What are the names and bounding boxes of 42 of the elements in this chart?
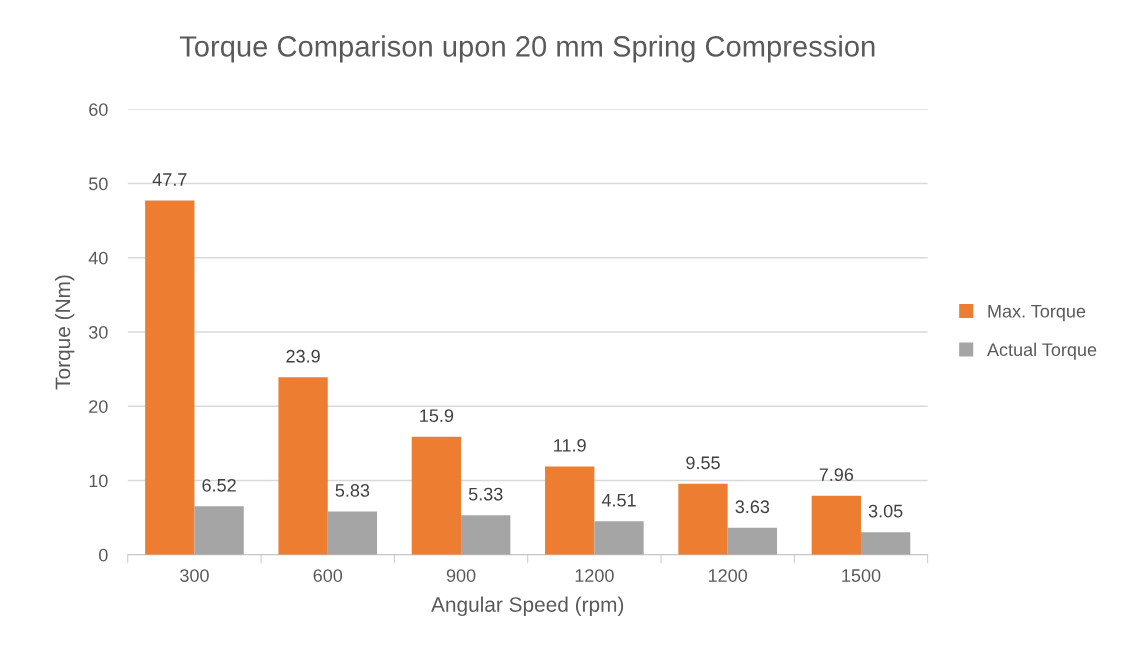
data-label: 11.9: [554, 438, 586, 452]
x-tick-label: 300: [180, 569, 209, 582]
x-tick-label: 1500: [842, 569, 881, 582]
bar: [194, 506, 244, 555]
bar: [145, 200, 195, 555]
x-axis-title: Angular Speed (rpm): [431, 596, 624, 617]
data-label: 3.05: [868, 504, 903, 518]
data-label: 5.83: [335, 484, 370, 497]
legend-label: Max. Torque: [988, 305, 1086, 322]
bar: [860, 532, 911, 555]
y-tick-label: 0: [99, 548, 108, 562]
data-label: 4.51: [601, 494, 636, 507]
y-tick-label: 10: [89, 474, 108, 488]
x-tick-label: 1200: [575, 569, 614, 582]
bar: [278, 377, 328, 555]
legend-label: Actual Torque: [987, 342, 1097, 360]
y-tick-label: 50: [88, 177, 108, 191]
data-label: 15.9: [420, 409, 454, 423]
data-label: 47.7: [152, 173, 187, 186]
x-tick-label: 600: [313, 569, 343, 582]
bar: [411, 436, 462, 555]
data-label: 7.96: [819, 468, 854, 481]
y-tick-label: 40: [88, 251, 108, 265]
chart-title: Torque Comparison upon 20 mm Spring Compression: [179, 35, 875, 63]
data-label: 9.55: [686, 456, 720, 470]
y-axis-title: Torque (Nm): [54, 275, 75, 390]
y-tick-label: 60: [89, 103, 108, 116]
bar: [678, 483, 728, 555]
x-tick-label: 1200: [708, 569, 748, 582]
bar: [461, 515, 511, 555]
bar: [545, 466, 595, 555]
bar: [327, 511, 378, 555]
data-label: 3.63: [735, 500, 770, 514]
data-label: 23.9: [286, 349, 320, 363]
data-label: 5.33: [468, 487, 503, 501]
data-label: 6.52: [202, 478, 236, 492]
bar: [811, 495, 861, 555]
bar: [727, 527, 777, 555]
bar: [594, 521, 644, 555]
y-tick-label: 30: [88, 325, 108, 339]
x-tick-label: 900: [446, 569, 476, 582]
y-tick-label: 20: [89, 400, 108, 413]
